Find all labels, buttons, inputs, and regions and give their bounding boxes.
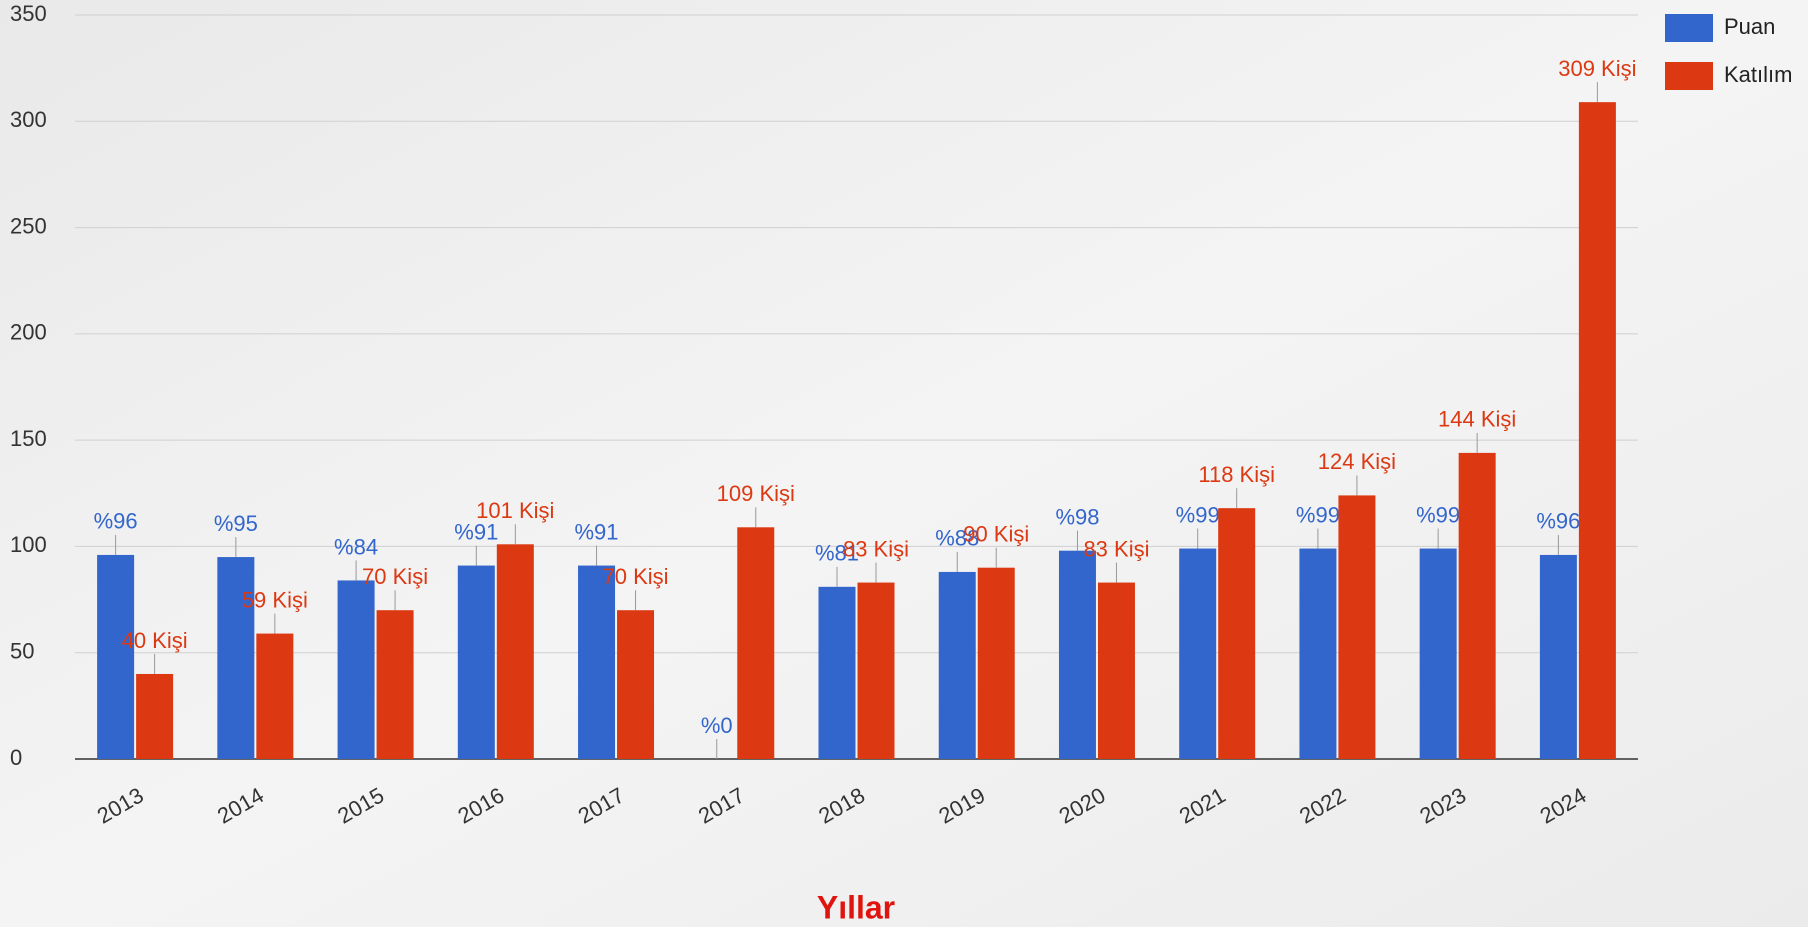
- value-label: 90 Kişi: [963, 521, 1029, 546]
- bar: [1579, 102, 1616, 759]
- value-label: %99: [1296, 502, 1340, 527]
- page: Yıllar 0501001502002503003502013%9640 Ki…: [0, 0, 1808, 927]
- bar: [97, 555, 134, 759]
- bar: [136, 674, 173, 759]
- value-label: %99: [1176, 502, 1220, 527]
- value-label: 70 Kişi: [362, 564, 428, 589]
- value-label: %96: [1536, 509, 1580, 534]
- value-label: 124 Kişi: [1318, 449, 1396, 474]
- value-label: 83 Kişi: [1083, 536, 1149, 561]
- y-tick-label: 250: [10, 213, 47, 238]
- x-axis-title: Yıllar: [817, 889, 895, 925]
- background: [0, 0, 1808, 927]
- value-label: 40 Kişi: [122, 628, 188, 653]
- bar: [1179, 549, 1216, 759]
- bar: [377, 610, 414, 759]
- bar: [858, 583, 895, 759]
- value-label: 59 Kişi: [242, 587, 308, 612]
- y-tick-label: 100: [10, 532, 47, 557]
- bar: [1338, 495, 1375, 759]
- chart: Yıllar 0501001502002503003502013%9640 Ki…: [0, 0, 1808, 927]
- bar: [256, 634, 293, 759]
- bar: [617, 610, 654, 759]
- y-tick-label: 200: [10, 320, 47, 345]
- bar: [1420, 549, 1457, 759]
- y-tick-label: 50: [10, 639, 34, 664]
- value-label: 83 Kişi: [843, 536, 909, 561]
- value-label: %96: [94, 509, 138, 534]
- bar: [458, 566, 495, 759]
- bar: [737, 527, 774, 759]
- y-tick-label: 0: [10, 745, 22, 770]
- value-label: %84: [334, 534, 378, 559]
- legend-swatch: [1665, 62, 1713, 90]
- bar: [819, 587, 856, 759]
- bar: [1540, 555, 1577, 759]
- value-label: %98: [1055, 504, 1099, 529]
- legend-label: Puan: [1724, 14, 1775, 39]
- bar: [578, 566, 615, 759]
- legend-swatch: [1665, 14, 1713, 42]
- bar: [1299, 549, 1336, 759]
- bar: [338, 580, 375, 759]
- value-label: %95: [214, 511, 258, 536]
- bar: [1098, 583, 1135, 759]
- value-label: 109 Kişi: [717, 481, 795, 506]
- value-label: %0: [701, 713, 733, 738]
- bar: [1459, 453, 1496, 759]
- y-tick-label: 150: [10, 426, 47, 451]
- bar: [1218, 508, 1255, 759]
- y-tick-label: 300: [10, 107, 47, 132]
- legend-label: Katılım: [1724, 62, 1792, 87]
- bar: [497, 544, 534, 759]
- value-label: 101 Kişi: [476, 498, 554, 523]
- bar: [1059, 551, 1096, 759]
- y-tick-label: 350: [10, 1, 47, 26]
- value-label: 144 Kişi: [1438, 407, 1516, 432]
- bar: [939, 572, 976, 759]
- value-label: %91: [575, 519, 619, 544]
- value-label: 118 Kişi: [1198, 462, 1275, 487]
- value-label: 309 Kişi: [1558, 56, 1636, 81]
- value-label: %99: [1416, 502, 1460, 527]
- value-label: 70 Kişi: [603, 564, 669, 589]
- bar: [978, 568, 1015, 759]
